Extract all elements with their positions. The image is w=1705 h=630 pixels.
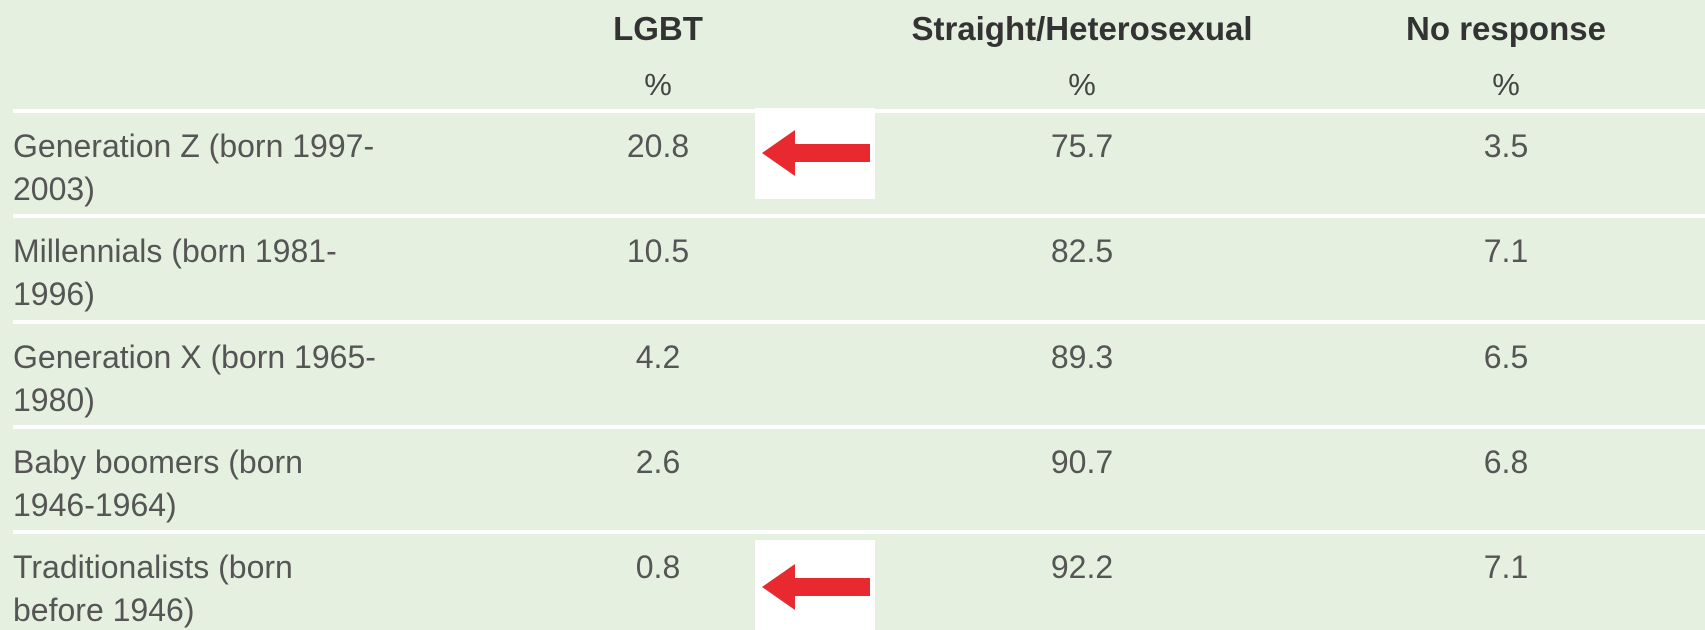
column-unit: %	[644, 67, 672, 102]
cell-value: 90.7	[1050, 443, 1114, 480]
column-unit: %	[1492, 67, 1520, 102]
arrow-icon	[762, 130, 870, 176]
cell-value: 75.7	[1050, 128, 1114, 164]
column-header: No response	[1406, 10, 1606, 47]
column-unit: %	[1068, 67, 1096, 102]
row-label: Generation Z (born 1997-	[13, 128, 375, 164]
highlight-arrow	[755, 540, 875, 630]
cell-value: 10.5	[626, 233, 690, 270]
cell-value: 6.8	[1483, 443, 1529, 480]
row-label: 1946-1964)	[13, 486, 177, 523]
cell-value: 0.8	[635, 549, 681, 586]
cell-value: 7.1	[1483, 233, 1529, 270]
row-label: before 1946)	[13, 592, 195, 629]
column-header: LGBT	[613, 10, 703, 47]
column-header: Straight/Heterosexual	[911, 10, 1253, 47]
cell-value: 92.2	[1050, 549, 1114, 586]
row-label: 1980)	[13, 381, 95, 418]
cell-value: 3.5	[1483, 128, 1529, 164]
cell-value: 7.1	[1483, 549, 1529, 586]
cell-value: 4.2	[635, 338, 681, 375]
row-label: 2003)	[13, 171, 95, 207]
row-label: Baby boomers (born	[13, 443, 303, 480]
row-separator	[13, 530, 1705, 535]
row-separator	[13, 424, 1705, 429]
row-label: Millennials (born 1981-	[13, 233, 337, 270]
row-separator	[13, 319, 1705, 324]
cell-value: 82.5	[1050, 233, 1114, 270]
row-label: Traditionalists (born	[13, 549, 293, 586]
arrow-icon	[762, 564, 870, 610]
cell-value: 6.5	[1483, 338, 1529, 375]
row-label: 1996)	[13, 276, 95, 313]
highlight-arrow	[755, 108, 875, 199]
cell-value: 20.8	[626, 128, 690, 164]
cell-value: 89.3	[1050, 338, 1114, 375]
row-label: Generation X (born 1965-	[13, 338, 376, 375]
row-separator	[13, 214, 1705, 219]
cell-value: 2.6	[635, 443, 681, 480]
